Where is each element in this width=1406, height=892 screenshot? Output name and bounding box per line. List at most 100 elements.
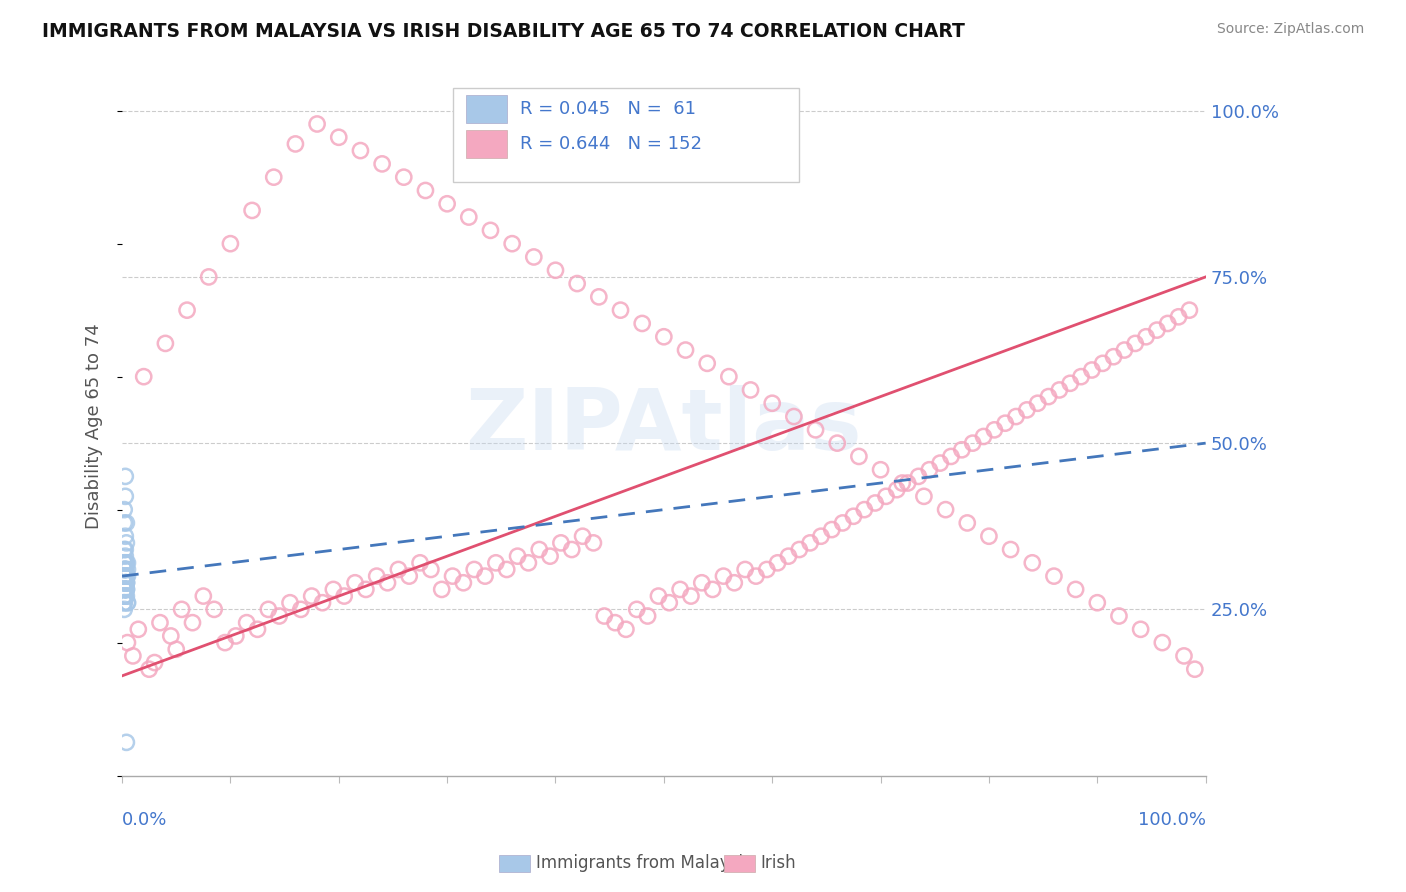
Text: 100.0%: 100.0% [1137,811,1206,829]
Point [112,602,135,616]
Point [114,589,136,603]
Point [1081,363,1104,377]
Point [614,623,637,637]
Point [112,582,135,597]
Point [112,569,135,583]
Point [117,562,139,576]
Point [159,629,181,643]
Point [740,383,762,397]
Text: IMMIGRANTS FROM MALAYSIA VS IRISH DISABILITY AGE 65 TO 74 CORRELATION CHART: IMMIGRANTS FROM MALAYSIA VS IRISH DISABI… [42,22,965,41]
Point [132,369,155,384]
Point [307,117,329,131]
Point [1129,623,1152,637]
Point [115,575,138,590]
Point [994,416,1017,430]
Point [112,556,135,570]
Point [1070,369,1092,384]
Point [538,549,561,564]
Point [398,569,420,583]
Point [1015,403,1038,417]
Point [485,556,508,570]
Point [453,575,475,590]
Point [1091,356,1114,370]
Point [495,562,517,576]
Text: R = 0.045   N =  61: R = 0.045 N = 61 [520,100,696,118]
Point [114,556,136,570]
Point [112,569,135,583]
Point [349,144,371,158]
Point [202,602,225,616]
Point [863,496,886,510]
Point [114,575,136,590]
Point [112,575,135,590]
Point [114,556,136,570]
Point [114,529,136,543]
Point [582,536,605,550]
Point [112,569,135,583]
Point [652,330,675,344]
Point [149,615,172,630]
Point [112,589,135,603]
Bar [465,130,506,158]
Point [117,635,139,649]
Point [745,569,768,583]
Point [1114,343,1136,357]
Point [869,463,891,477]
Point [571,529,593,543]
Point [973,429,995,443]
Point [138,662,160,676]
Point [114,469,136,483]
Point [112,589,135,603]
Point [333,589,356,603]
Point [301,589,323,603]
Point [115,516,138,530]
Point [479,223,502,237]
Point [112,569,135,583]
Point [529,542,551,557]
Point [112,516,135,530]
Point [112,575,135,590]
Point [269,609,291,624]
Point [696,356,718,370]
Point [848,450,870,464]
Point [588,290,610,304]
Point [387,562,409,576]
Point [875,489,897,503]
Point [702,582,724,597]
Point [886,483,908,497]
Point [214,635,236,649]
Point [112,502,135,516]
Point [1064,582,1087,597]
Point [114,589,136,603]
Point [631,317,654,331]
Point [115,536,138,550]
Point [690,575,713,590]
Point [675,343,697,357]
Point [1102,350,1125,364]
Point [112,542,135,557]
Point [165,642,187,657]
Point [263,170,285,185]
Point [112,582,135,597]
Point [734,562,756,576]
Point [436,196,458,211]
Point [311,596,333,610]
Point [225,629,247,643]
Point [328,130,350,145]
Point [117,596,139,610]
Point [912,489,935,503]
Point [626,602,648,616]
Point [810,529,832,543]
Point [441,569,464,583]
Point [415,184,437,198]
Point [127,623,149,637]
Point [419,562,441,576]
Point [1152,635,1174,649]
Point [377,575,399,590]
Point [799,536,821,550]
Point [1123,336,1146,351]
Point [717,369,740,384]
Point [1178,303,1201,318]
Point [117,596,139,610]
Point [637,609,659,624]
